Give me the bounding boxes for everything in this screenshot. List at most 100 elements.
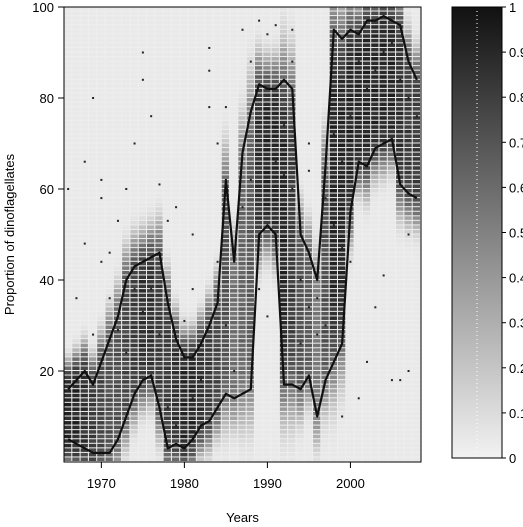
heatmap-cell	[279, 393, 288, 398]
heatmap-cell	[362, 229, 371, 234]
heatmap-cell	[254, 211, 263, 216]
heatmap-cell	[254, 38, 263, 43]
heatmap-cell	[337, 102, 346, 107]
heatmap-cell	[379, 425, 387, 430]
heatmap-cell	[221, 261, 230, 266]
heatmap-cell	[97, 7, 105, 11]
heatmap-cell	[271, 57, 279, 61]
heatmap-cell	[130, 380, 138, 384]
heatmap-cell	[138, 421, 147, 425]
heatmap-cell	[337, 361, 346, 366]
heatmap-cell	[221, 325, 230, 330]
heatmap-cell	[130, 448, 138, 452]
heatmap-cell	[80, 61, 88, 66]
heatmap-cell	[387, 352, 396, 357]
heatmap-cell	[313, 457, 321, 461]
heatmap-cell	[329, 98, 337, 102]
heatmap-cell	[171, 352, 180, 357]
heatmap-cell	[97, 57, 105, 61]
heatmap-cell	[279, 125, 288, 129]
heatmap-cell	[354, 280, 362, 284]
heatmap-cell	[279, 334, 288, 339]
heatmap-cell	[205, 275, 213, 279]
heatmap-cell	[396, 198, 404, 202]
heatmap-cell	[404, 348, 412, 352]
heatmap-cell	[171, 261, 180, 266]
heatmap-cell	[213, 270, 221, 275]
heatmap-cell	[147, 280, 155, 284]
heatmap-cell	[271, 284, 279, 289]
heatmap-cell	[254, 366, 263, 370]
heatmap-cell	[147, 143, 155, 148]
heatmap-cell	[412, 189, 420, 193]
heatmap-cell	[379, 138, 387, 143]
heatmap-cell	[230, 307, 238, 311]
heatmap-cell	[72, 88, 80, 93]
heatmap-cell	[371, 16, 379, 20]
heatmap-cell	[163, 243, 171, 248]
heatmap-cell	[171, 316, 180, 320]
heatmap-cell	[105, 16, 113, 20]
heatmap-cell	[387, 184, 396, 188]
heatmap-cell	[254, 334, 263, 339]
heatmap-cell	[412, 134, 420, 138]
heatmap-cell	[354, 275, 362, 279]
heatmap-cell	[80, 88, 88, 93]
heatmap-cell	[362, 148, 371, 152]
data-point	[307, 306, 310, 309]
heatmap-cell	[337, 298, 346, 302]
heatmap-cell	[371, 443, 379, 448]
heatmap-cell	[371, 320, 379, 325]
heatmap-cell	[80, 120, 88, 125]
heatmap-cell	[97, 266, 105, 270]
heatmap-cell	[304, 325, 313, 330]
heatmap-cell	[313, 243, 321, 248]
heatmap-cell	[271, 193, 279, 198]
heatmap-cell	[296, 439, 304, 443]
heatmap-cell	[238, 143, 246, 148]
heatmap-cell	[404, 339, 412, 343]
heatmap-cell	[246, 29, 254, 34]
heatmap-cell	[155, 239, 163, 243]
heatmap-cell	[122, 252, 130, 257]
heatmap-cell	[188, 61, 196, 66]
heatmap-cell	[371, 393, 379, 398]
heatmap-cell	[196, 293, 205, 298]
heatmap-cell	[337, 198, 346, 202]
heatmap-cell	[205, 361, 213, 366]
heatmap-cell	[288, 252, 296, 257]
heatmap-cell	[304, 52, 313, 57]
heatmap-cell	[379, 34, 387, 38]
heatmap-cell	[80, 439, 88, 443]
heatmap-cell	[171, 134, 180, 138]
heatmap-cell	[296, 289, 304, 293]
heatmap-cell	[80, 134, 88, 138]
heatmap-cell	[371, 252, 379, 257]
heatmap-cell	[105, 98, 113, 102]
heatmap-cell	[246, 125, 254, 129]
heatmap-cell	[97, 34, 105, 38]
heatmap-cell	[105, 311, 113, 316]
heatmap-cell	[64, 252, 72, 257]
heatmap-cell	[246, 443, 254, 448]
heatmap-cell	[171, 75, 180, 79]
heatmap-cell	[171, 325, 180, 330]
heatmap-cell	[213, 70, 221, 75]
heatmap-cell	[329, 307, 337, 311]
heatmap-cell	[321, 448, 329, 452]
heatmap-cell	[188, 111, 196, 116]
heatmap-cell	[213, 134, 221, 138]
heatmap-cell	[72, 129, 80, 134]
heatmap-cell	[371, 234, 379, 239]
heatmap-cell	[404, 66, 412, 70]
heatmap-cell	[80, 248, 88, 252]
heatmap-cell	[288, 275, 296, 279]
heatmap-cell	[97, 421, 105, 425]
heatmap-cell	[64, 289, 72, 293]
heatmap-cell	[271, 134, 279, 138]
heatmap-cell	[72, 7, 80, 11]
heatmap-cell	[387, 366, 396, 370]
heatmap-cell	[113, 234, 122, 239]
heatmap-cell	[387, 389, 396, 393]
heatmap-cell	[80, 320, 88, 325]
